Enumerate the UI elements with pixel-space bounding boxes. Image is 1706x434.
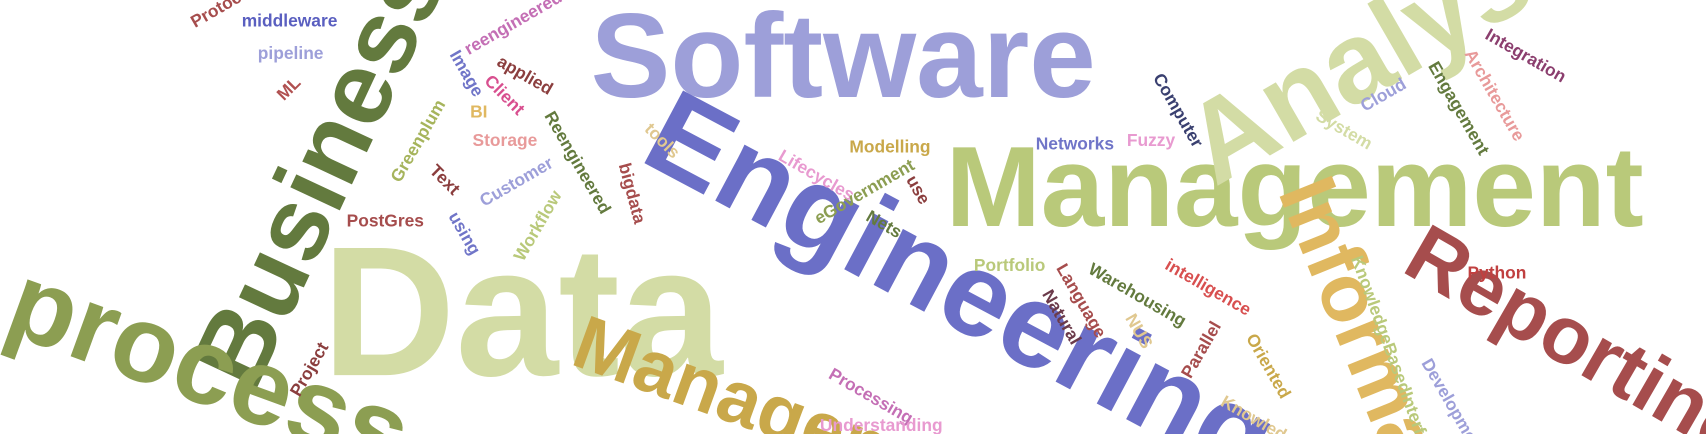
word: Portfolio: [974, 255, 1045, 275]
word: Understanding: [820, 415, 943, 434]
word: Text: [426, 160, 465, 199]
word: Software: [591, 0, 1096, 123]
word: Modelling: [849, 137, 930, 157]
word: Networks: [1036, 133, 1114, 153]
word: PostGres: [347, 210, 424, 230]
word: pipeline: [258, 43, 324, 63]
word: Python: [1467, 263, 1526, 283]
word: Storage: [473, 130, 538, 150]
word: Management: [946, 124, 1644, 251]
word: Data: [322, 209, 725, 415]
word: middleware: [242, 10, 338, 30]
word: Fuzzy: [1127, 130, 1176, 150]
word: BI: [470, 102, 487, 122]
word: reengineered: [461, 0, 566, 59]
